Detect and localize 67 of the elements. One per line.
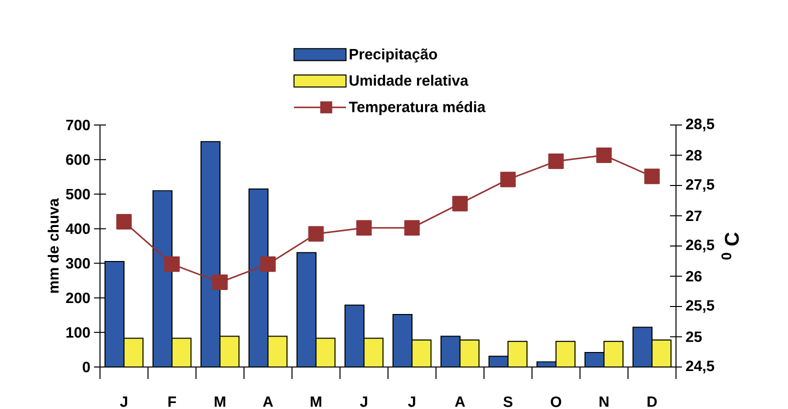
y-tick-label: 100 — [66, 327, 90, 338]
bar — [172, 338, 191, 367]
bar — [441, 336, 460, 367]
y-tick-label: 600 — [66, 154, 90, 165]
y2-tick-label: 24,5 — [686, 360, 714, 374]
point — [116, 214, 132, 230]
bar — [604, 341, 624, 367]
x-tick-label: N — [600, 396, 608, 407]
y2-tick-label: 28,5 — [686, 118, 714, 132]
x-tick-label: A — [454, 396, 465, 407]
y2-axis-title: $^{0}$ C — [721, 232, 739, 260]
bar — [345, 305, 364, 367]
y2-tick-label: 27,5 — [686, 179, 714, 192]
x-tick-label: O — [550, 396, 562, 408]
point — [596, 148, 612, 164]
x-tick-label: F — [168, 396, 176, 407]
bar — [412, 340, 432, 367]
bar — [632, 326, 653, 367]
bar — [508, 341, 528, 367]
y-tick-label: 700 — [66, 120, 90, 130]
y2-tick-label: 28 — [686, 150, 702, 161]
point — [404, 220, 420, 236]
bar — [105, 262, 124, 367]
x-tick-label: D — [648, 396, 657, 407]
bar — [124, 338, 143, 367]
bar — [249, 188, 268, 367]
point — [548, 154, 564, 170]
y2-tick-label: 26 — [686, 270, 702, 282]
legend-label: Precipitação — [350, 48, 438, 62]
y-tick-label: 500 — [66, 188, 90, 200]
x-tick-label: A — [262, 396, 273, 407]
point — [356, 220, 372, 236]
bar — [652, 340, 672, 367]
point — [212, 274, 228, 290]
y-tick-label: 300 — [66, 258, 90, 269]
bar — [364, 338, 384, 367]
y-axis-title: mm de chuva — [48, 198, 59, 293]
legend-label: Temperatura média — [348, 101, 486, 116]
x-tick-label: S — [503, 396, 512, 408]
y-tick-label: 400 — [66, 223, 90, 234]
point — [452, 196, 468, 212]
x-tick-label: M — [310, 396, 322, 407]
bar — [201, 142, 220, 367]
point — [644, 168, 660, 184]
bar — [316, 338, 336, 367]
bar — [220, 336, 239, 367]
point — [308, 226, 324, 242]
y2-tick-label: 27 — [686, 210, 702, 221]
bar — [153, 190, 172, 367]
y2-tick-label: 25,5 — [686, 300, 714, 313]
y2-tick-label: 25 — [686, 331, 702, 342]
x-tick-label: J — [120, 396, 128, 407]
point — [164, 256, 180, 272]
bar — [297, 252, 316, 367]
x-tick-label: J — [360, 396, 368, 407]
point — [500, 172, 516, 188]
y-tick-label: 200 — [66, 292, 90, 304]
y2-tick-label: 26,5 — [686, 240, 714, 252]
bar — [393, 314, 412, 367]
bar — [268, 336, 288, 367]
y-tick-label: 0 — [82, 362, 90, 372]
bar — [556, 341, 576, 367]
x-tick-label: J — [408, 396, 416, 407]
point — [260, 256, 276, 272]
legend-label: Umidade relativa — [350, 74, 468, 86]
bar — [460, 340, 480, 367]
x-tick-label: M — [214, 396, 226, 407]
